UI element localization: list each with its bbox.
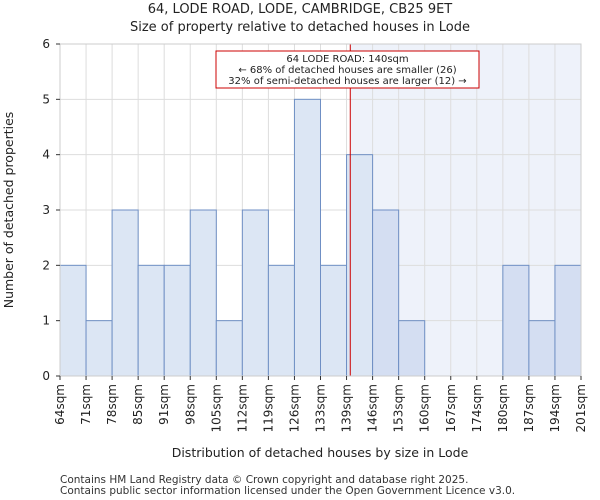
x-tick-label-194sqm: 194sqm xyxy=(548,384,562,432)
x-tick-label-119sqm: 119sqm xyxy=(261,384,275,432)
annotation-frame xyxy=(215,50,480,89)
x-tick-label-78sqm: 78sqm xyxy=(105,384,119,425)
x-tick-label-64sqm: 64sqm xyxy=(53,384,67,425)
x-tick-label-153sqm: 153sqm xyxy=(392,384,406,432)
x-tick-label-187sqm: 187sqm xyxy=(522,384,536,432)
x-tick-label-85sqm: 85sqm xyxy=(131,384,145,425)
bar-180sqm xyxy=(502,264,530,377)
footer-line-1: Contains HM Land Registry data © Crown c… xyxy=(60,474,468,486)
bar-153sqm xyxy=(398,320,426,377)
bar-187sqm xyxy=(528,320,556,377)
chart-subtitle: Size of property relative to detached ho… xyxy=(130,20,470,35)
bar-98sqm xyxy=(189,209,217,377)
x-tick-label-91sqm: 91sqm xyxy=(157,384,171,425)
bar-119sqm xyxy=(267,264,295,377)
x-tick-label-180sqm: 180sqm xyxy=(496,384,510,432)
bar-146sqm xyxy=(372,209,400,377)
bar-85sqm xyxy=(137,264,165,377)
y-tick-label: 1 xyxy=(42,314,50,328)
x-tick-label-201sqm: 201sqm xyxy=(574,384,588,432)
y-tick-label: 3 xyxy=(42,203,50,217)
annotation-box: 64 LODE ROAD: 140sqm ← 68% of detached h… xyxy=(215,50,480,89)
x-tick-label-112sqm: 112sqm xyxy=(235,384,249,432)
x-tick-label-105sqm: 105sqm xyxy=(209,384,223,432)
bar-64sqm xyxy=(59,264,87,377)
annotation-line-1: 64 LODE ROAD: 140sqm xyxy=(286,54,408,65)
bar-139sqm xyxy=(346,154,374,377)
bar-126sqm xyxy=(293,98,322,377)
bar-194sqm xyxy=(554,264,582,377)
x-axis-ticks: 64sqm 71sqm 78sqm 85sqm 91sqm 98sqm 105sqm 112s… xyxy=(53,376,588,432)
x-tick-label-146sqm: 146sqm xyxy=(366,384,380,432)
bar-112sqm xyxy=(241,209,269,377)
x-tick-label-133sqm: 133sqm xyxy=(314,384,328,432)
bars xyxy=(59,98,582,377)
bar-105sqm xyxy=(215,320,243,377)
y-axis-label: Number of detached properties xyxy=(1,112,16,309)
chart-title: 64, LODE ROAD, LODE, CAMBRIDGE, CB25 9ET xyxy=(148,2,453,17)
footer-line-2: Contains public sector information licen… xyxy=(60,485,515,497)
y-tick-label: 6 xyxy=(42,37,50,51)
y-tick-label: 2 xyxy=(42,258,50,272)
x-tick-label-167sqm: 167sqm xyxy=(444,384,458,432)
x-tick-label-98sqm: 98sqm xyxy=(183,384,197,425)
y-tick-label: 0 xyxy=(42,369,50,383)
bar-71sqm xyxy=(85,320,113,377)
y-tick-label: 5 xyxy=(42,92,50,106)
bar-91sqm xyxy=(163,264,191,377)
bar-78sqm xyxy=(111,209,139,377)
x-tick-label-174sqm: 174sqm xyxy=(470,384,484,432)
x-tick-label-139sqm: 139sqm xyxy=(340,384,354,432)
x-tick-label-160sqm: 160sqm xyxy=(418,384,432,432)
annotation-line-2: ← 68% of detached houses are smaller (26… xyxy=(238,65,456,76)
x-axis-label: Distribution of detached houses by size … xyxy=(172,445,469,460)
annotation-line-3: 32% of semi-detached houses are larger (… xyxy=(228,76,466,87)
y-tick-label: 4 xyxy=(42,148,50,162)
y-axis-ticks: 0 1 2 3 4 5 6 xyxy=(42,37,60,383)
x-tick-label-71sqm: 71sqm xyxy=(79,384,93,425)
bar-133sqm xyxy=(320,264,348,377)
x-tick-label-126sqm: 126sqm xyxy=(287,384,301,432)
